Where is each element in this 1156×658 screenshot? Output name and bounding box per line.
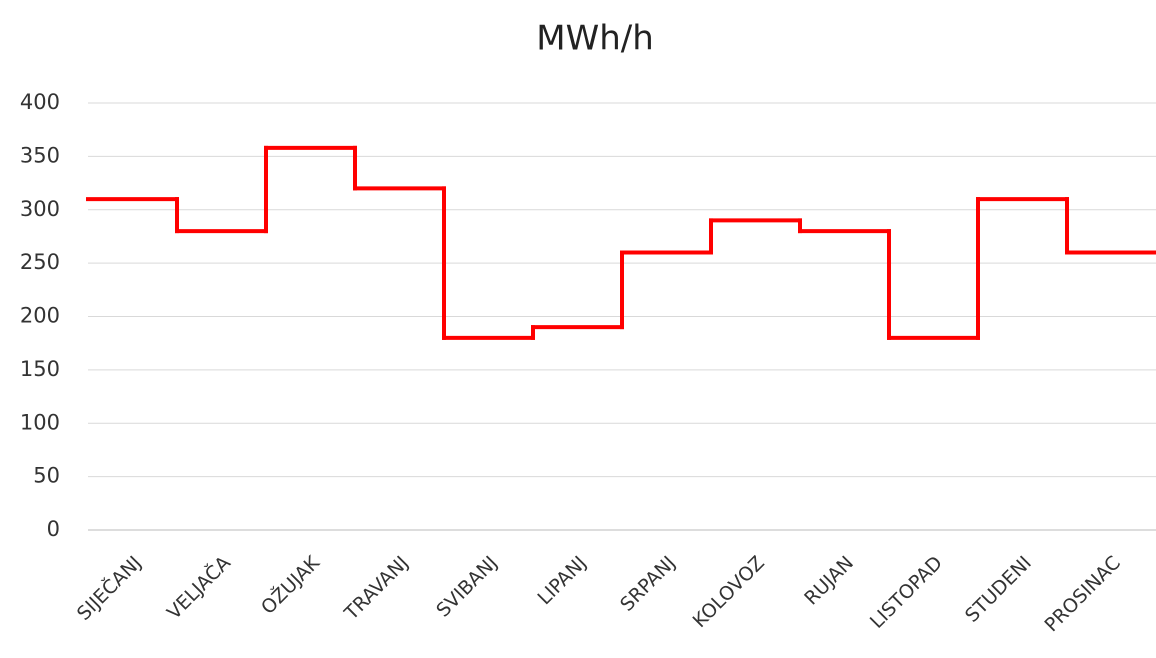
y-tick-label: 50 bbox=[33, 464, 60, 488]
x-tick-label: TRAVANJ bbox=[340, 552, 413, 625]
y-tick-label: 150 bbox=[20, 357, 60, 381]
x-tick-label: VELJAČA bbox=[162, 550, 235, 623]
y-tick-label: 250 bbox=[20, 250, 60, 274]
x-tick-label: SIJEČANJ bbox=[71, 550, 146, 625]
chart-title: MWh/h bbox=[536, 19, 654, 59]
x-tick-label: KOLOVOZ bbox=[689, 552, 769, 632]
x-tick-label: PROSINAC bbox=[1040, 552, 1124, 636]
y-tick-label: 100 bbox=[20, 410, 60, 434]
y-tick-label: 400 bbox=[20, 90, 60, 114]
x-tick-label: STUDENI bbox=[961, 552, 1036, 627]
x-tick-label: OŽUJAK bbox=[256, 551, 324, 619]
x-tick-label: LISTOPAD bbox=[866, 552, 947, 633]
x-tick-label: RUJAN bbox=[800, 552, 858, 610]
y-tick-label: 350 bbox=[20, 143, 60, 167]
x-tick-label: SVIBANJ bbox=[432, 552, 502, 622]
y-tick-label: 200 bbox=[20, 304, 60, 328]
y-tick-label: 300 bbox=[20, 197, 60, 221]
x-tick-label: LIPANJ bbox=[533, 552, 590, 609]
y-tick-label: 0 bbox=[47, 517, 60, 541]
x-tick-label: SRPANJ bbox=[616, 552, 680, 616]
